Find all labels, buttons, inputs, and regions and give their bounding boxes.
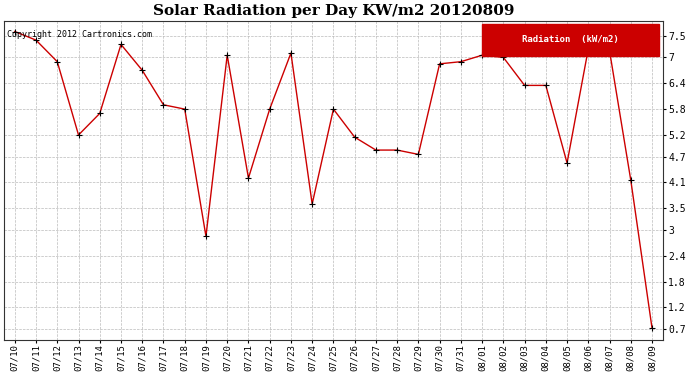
Text: Copyright 2012 Cartronics.com: Copyright 2012 Cartronics.com — [8, 30, 152, 39]
Title: Solar Radiation per Day KW/m2 20120809: Solar Radiation per Day KW/m2 20120809 — [152, 4, 514, 18]
FancyBboxPatch shape — [482, 24, 660, 56]
Text: Radiation  (kW/m2): Radiation (kW/m2) — [522, 35, 619, 44]
